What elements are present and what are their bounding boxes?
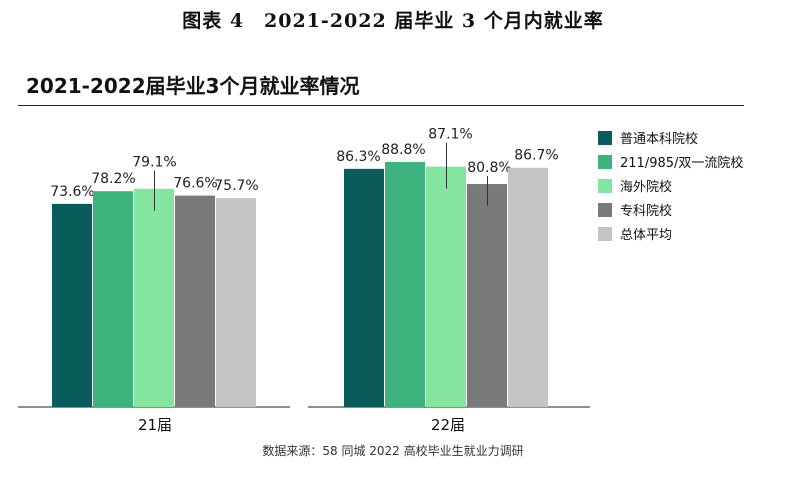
legend-swatch bbox=[598, 155, 612, 169]
legend-swatch bbox=[598, 203, 612, 217]
bar bbox=[175, 195, 215, 407]
bar bbox=[385, 161, 425, 407]
legend-label: 211/985/双一流院校 bbox=[620, 155, 743, 171]
data-label: 78.2% bbox=[91, 171, 135, 187]
data-source: 数据来源：58 同城 2022 高校毕业生就业力调研 bbox=[262, 444, 524, 458]
legend-label: 普通本科院校 bbox=[620, 131, 698, 147]
data-label: 86.7% bbox=[514, 148, 558, 164]
legend-label: 专科院校 bbox=[620, 203, 672, 219]
chart-title: 2021-2022届毕业3个月就业率情况 bbox=[26, 74, 360, 98]
legend-swatch bbox=[598, 131, 612, 145]
bar bbox=[467, 184, 507, 407]
data-label: 79.1% bbox=[132, 155, 176, 171]
data-label: 75.7% bbox=[214, 178, 258, 194]
figure-caption: 图表 4 2021-2022 届毕业 3 个月内就业率 bbox=[182, 10, 604, 32]
bar bbox=[426, 166, 466, 407]
legend-swatch bbox=[598, 227, 612, 241]
x-tick-label: 22届 bbox=[431, 416, 465, 434]
bar-chart: 73.6%78.2%79.1% 76.6%75.7% 21届 86.3% 88.8%87… bbox=[18, 127, 743, 434]
data-label: 80.8% bbox=[467, 160, 511, 176]
bar bbox=[52, 203, 92, 407]
legend-label: 海外院校 bbox=[620, 179, 672, 195]
title-divider bbox=[18, 105, 744, 106]
data-label: 73.6% bbox=[50, 184, 94, 200]
legend-label: 总体平均 bbox=[620, 228, 672, 243]
bar bbox=[344, 168, 384, 407]
data-label: 86.3% bbox=[336, 149, 380, 165]
bar bbox=[508, 167, 548, 407]
data-label: 88.8% bbox=[381, 142, 425, 158]
bar bbox=[93, 191, 133, 407]
bar bbox=[216, 198, 256, 407]
x-tick-label: 21届 bbox=[138, 416, 172, 434]
data-label: 76.6% bbox=[173, 176, 217, 192]
data-label: 87.1% bbox=[428, 127, 472, 143]
legend-swatch bbox=[598, 179, 612, 193]
bar bbox=[134, 188, 174, 407]
